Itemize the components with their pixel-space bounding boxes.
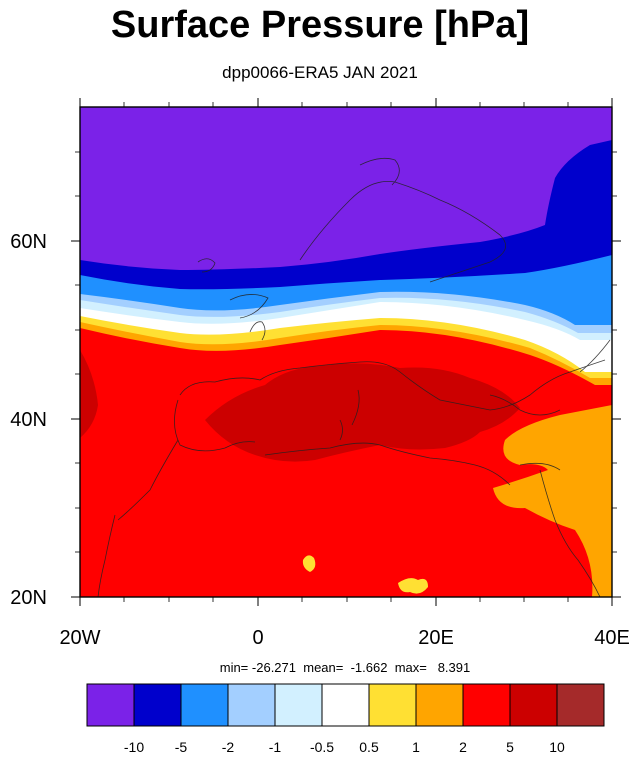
colorbar-label: -0.5 <box>310 739 334 755</box>
stats-max-value: 8.391 <box>437 660 471 675</box>
colorbar-label: 10 <box>549 739 565 755</box>
stats-max-label: max= <box>394 660 427 675</box>
x-tick-label-0: 0 <box>252 627 263 649</box>
colorbar-label: 1 <box>412 739 420 755</box>
stats-min-label: min= <box>219 660 249 675</box>
stats-min-value: -26.271 <box>251 660 296 675</box>
colorbar-box <box>227 683 276 727</box>
colorbar-box <box>368 683 417 727</box>
colorbar-box <box>415 683 464 727</box>
map-subtitle: dpp0066-ERA5 JAN 2021 <box>222 63 418 82</box>
colorbar-box <box>86 683 135 727</box>
colorbar-box <box>556 683 605 727</box>
map-ticks <box>71 98 621 606</box>
stats-mean-label: mean= <box>303 660 344 675</box>
colorbar-box <box>321 683 370 727</box>
colorbar-box <box>133 683 182 727</box>
colorbar <box>86 683 605 727</box>
colorbar-box <box>509 683 558 727</box>
map-title: Surface Pressure [hPa] <box>110 4 530 46</box>
colorbar-box <box>462 683 511 727</box>
colorbar-label: -1 <box>269 739 282 755</box>
colorbar-label: -2 <box>222 739 235 755</box>
colorbar-label: 0.5 <box>359 739 379 755</box>
y-tick-label-60n: 60N <box>10 231 47 253</box>
y-tick-label-40n: 40N <box>10 409 47 431</box>
colorbar-label: -5 <box>175 739 188 755</box>
x-tick-label-20w: 20W <box>59 627 100 649</box>
stats-mean-value: -1.662 <box>350 660 388 675</box>
colorbar-label: 2 <box>459 739 467 755</box>
colorbar-label: -10 <box>124 739 144 755</box>
colorbar-box <box>180 683 229 727</box>
stats-line: min= -26.271 mean= -1.662 max= 8.391 <box>0 660 640 675</box>
x-tick-label-40e: 40E <box>594 627 630 649</box>
colorbar-labels: -10 -5 -2 -1 -0.5 0.5 1 2 5 10 <box>124 739 565 755</box>
x-tick-label-20e: 20E <box>418 627 454 649</box>
colorbar-label: 5 <box>506 739 514 755</box>
colorbar-box <box>274 683 323 727</box>
map-frame <box>79 106 613 598</box>
y-tick-label-20n: 20N <box>10 587 47 609</box>
pressure-field <box>80 107 612 597</box>
